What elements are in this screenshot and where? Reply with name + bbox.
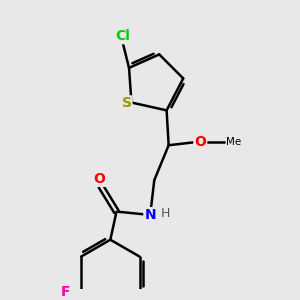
Text: F: F (61, 285, 70, 299)
Text: S: S (122, 96, 131, 110)
Text: O: O (194, 135, 206, 149)
Text: Cl: Cl (116, 29, 130, 43)
Text: O: O (94, 172, 106, 186)
Text: N: N (144, 208, 156, 222)
Text: H: H (161, 206, 170, 220)
Text: Me: Me (226, 137, 242, 147)
